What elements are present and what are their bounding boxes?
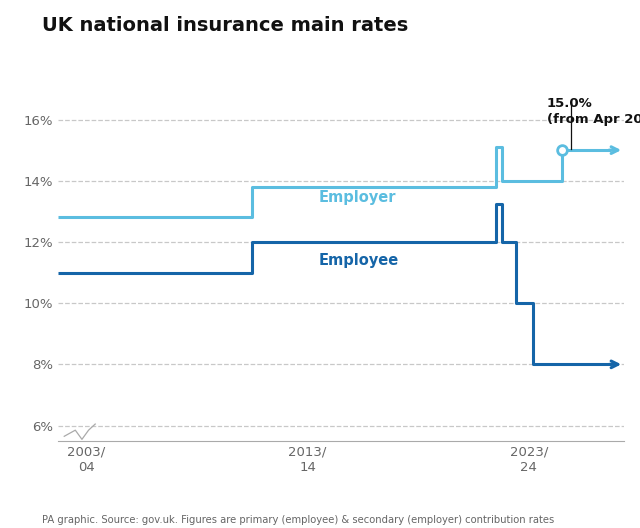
Text: Employer: Employer xyxy=(319,190,396,205)
Text: 15.0%
(from Apr 2025): 15.0% (from Apr 2025) xyxy=(547,97,640,126)
Text: Employee: Employee xyxy=(319,253,399,268)
Text: UK national insurance main rates: UK national insurance main rates xyxy=(42,16,408,35)
Text: PA graphic. Source: gov.uk. Figures are primary (employee) & secondary (employer: PA graphic. Source: gov.uk. Figures are … xyxy=(42,515,554,525)
